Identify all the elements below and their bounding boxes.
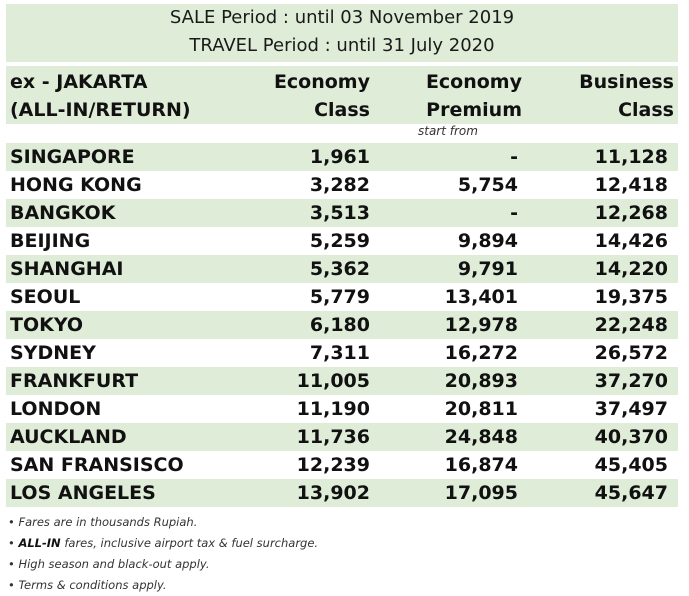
economy-fare: 3,513 (309, 202, 370, 224)
destination: FRANKFURT (10, 370, 139, 392)
destination: SINGAPORE (10, 146, 135, 168)
table-row: BANGKOK 3,513 - 12,268 (6, 199, 678, 227)
note-text: High season and black-out apply. (18, 557, 210, 571)
business-fare: 19,375 (594, 286, 668, 308)
note: • ALL-IN fares, inclusive airport tax & … (8, 536, 319, 550)
business-fare: 45,647 (594, 482, 668, 504)
business-header: Business Class (579, 68, 674, 124)
note-text: Terms & conditions apply. (18, 578, 167, 592)
business-fare: 37,270 (594, 370, 668, 392)
prem-line2: Premium (426, 99, 522, 121)
note-bold: ALL-IN (18, 536, 61, 550)
economy-fare: 1,961 (309, 146, 370, 168)
premium-fare: 16,272 (444, 342, 518, 364)
table-row: SINGAPORE 1,961 - 11,128 (6, 143, 678, 171)
economy-fare: 11,190 (296, 398, 370, 420)
eco-line1: Economy (273, 71, 370, 93)
destination: LOS ANGELES (10, 482, 156, 504)
origin-line1: ex - JAKARTA (10, 71, 148, 93)
table-row: SAN FRANSISCO 12,239 16,874 45,405 (6, 451, 678, 479)
start-from-note: start from (418, 124, 478, 138)
table-row: TOKYO 6,180 12,978 22,248 (6, 311, 678, 339)
premium-fare: 9,791 (457, 258, 518, 280)
destination: SEOUL (10, 286, 81, 308)
table-row: FRANKFURT 11,005 20,893 37,270 (6, 367, 678, 395)
premium-fare: 16,874 (444, 454, 518, 476)
sale-period: SALE Period : until 03 November 2019 (169, 7, 515, 28)
note-text: Fares are in thousands Rupiah. (18, 515, 198, 529)
destination: LONDON (10, 398, 102, 420)
premium-fare: - (510, 146, 518, 168)
bus-line2: Class (618, 99, 674, 121)
destination: SAN FRANSISCO (10, 454, 184, 476)
business-fare: 14,220 (594, 258, 668, 280)
premium-fare: - (510, 202, 518, 224)
economy-fare: 11,736 (296, 426, 370, 448)
note: • Terms & conditions apply. (8, 578, 167, 592)
table-row: SEOUL 5,779 13,401 19,375 (6, 283, 678, 311)
destination: BANGKOK (10, 202, 116, 224)
premium-header: Economy Premium (426, 68, 522, 124)
table-header: ex - JAKARTA (ALL-IN/RETURN) Economy Class… (6, 66, 678, 124)
table-row: HONG KONG 3,282 5,754 12,418 (6, 171, 678, 199)
economy-fare: 13,902 (296, 482, 370, 504)
travel-period: TRAVEL Period : until 31 July 2020 (189, 35, 495, 56)
economy-fare: 12,239 (296, 454, 370, 476)
business-fare: 22,248 (594, 314, 668, 336)
premium-fare: 9,894 (457, 230, 518, 252)
table-row: AUCKLAND 11,736 24,848 40,370 (6, 423, 678, 451)
origin-line2: (ALL-IN/RETURN) (10, 99, 191, 121)
economy-fare: 5,259 (309, 230, 370, 252)
premium-fare: 13,401 (444, 286, 518, 308)
note: • Fares are in thousands Rupiah. (8, 515, 198, 529)
destination: SHANGHAI (10, 258, 124, 280)
business-fare: 12,268 (594, 202, 668, 224)
economy-fare: 7,311 (309, 342, 370, 364)
business-fare: 14,426 (594, 230, 668, 252)
business-fare: 12,418 (594, 174, 668, 196)
eco-line2: Class (314, 99, 370, 121)
notes: • Fares are in thousands Rupiah. • ALL-I… (8, 512, 318, 596)
economy-fare: 3,282 (309, 174, 370, 196)
business-fare: 26,572 (594, 342, 668, 364)
economy-fare: 5,362 (309, 258, 370, 280)
table-row: LONDON 11,190 20,811 37,497 (6, 395, 678, 423)
destination: AUCKLAND (10, 426, 127, 448)
destination: HONG KONG (10, 174, 142, 196)
destination: BEIJING (10, 230, 91, 252)
economy-fare: 11,005 (296, 370, 370, 392)
note: • High season and black-out apply. (8, 557, 210, 571)
premium-fare: 17,095 (444, 482, 518, 504)
premium-fare: 24,848 (444, 426, 518, 448)
premium-fare: 20,811 (444, 398, 518, 420)
origin-header: ex - JAKARTA (ALL-IN/RETURN) (10, 68, 191, 124)
premium-fare: 5,754 (457, 174, 518, 196)
table-row: BEIJING 5,259 9,894 14,426 (6, 227, 678, 255)
fare-table: SINGAPORE 1,961 - 11,128 HONG KONG 3,282 5,754… (6, 143, 678, 507)
economy-header: Economy Class (274, 68, 370, 124)
destination: TOKYO (10, 314, 84, 336)
premium-fare: 20,893 (444, 370, 518, 392)
business-fare: 40,370 (594, 426, 668, 448)
economy-fare: 5,779 (309, 286, 370, 308)
destination: SYDNEY (10, 342, 96, 364)
business-fare: 11,128 (594, 146, 668, 168)
note-text: fares, inclusive airport tax & fuel surc… (60, 536, 319, 550)
table-row: LOS ANGELES 13,902 17,095 45,647 (6, 479, 678, 507)
business-fare: 37,497 (594, 398, 668, 420)
premium-fare: 12,978 (444, 314, 518, 336)
table-row: SYDNEY 7,311 16,272 26,572 (6, 339, 678, 367)
economy-fare: 6,180 (309, 314, 370, 336)
business-fare: 45,405 (594, 454, 668, 476)
table-row: SHANGHAI 5,362 9,791 14,220 (6, 255, 678, 283)
bus-line1: Business (579, 71, 674, 93)
prem-line1: Economy (425, 71, 522, 93)
period-banner: SALE Period : until 03 November 2019 TRA… (6, 4, 678, 62)
